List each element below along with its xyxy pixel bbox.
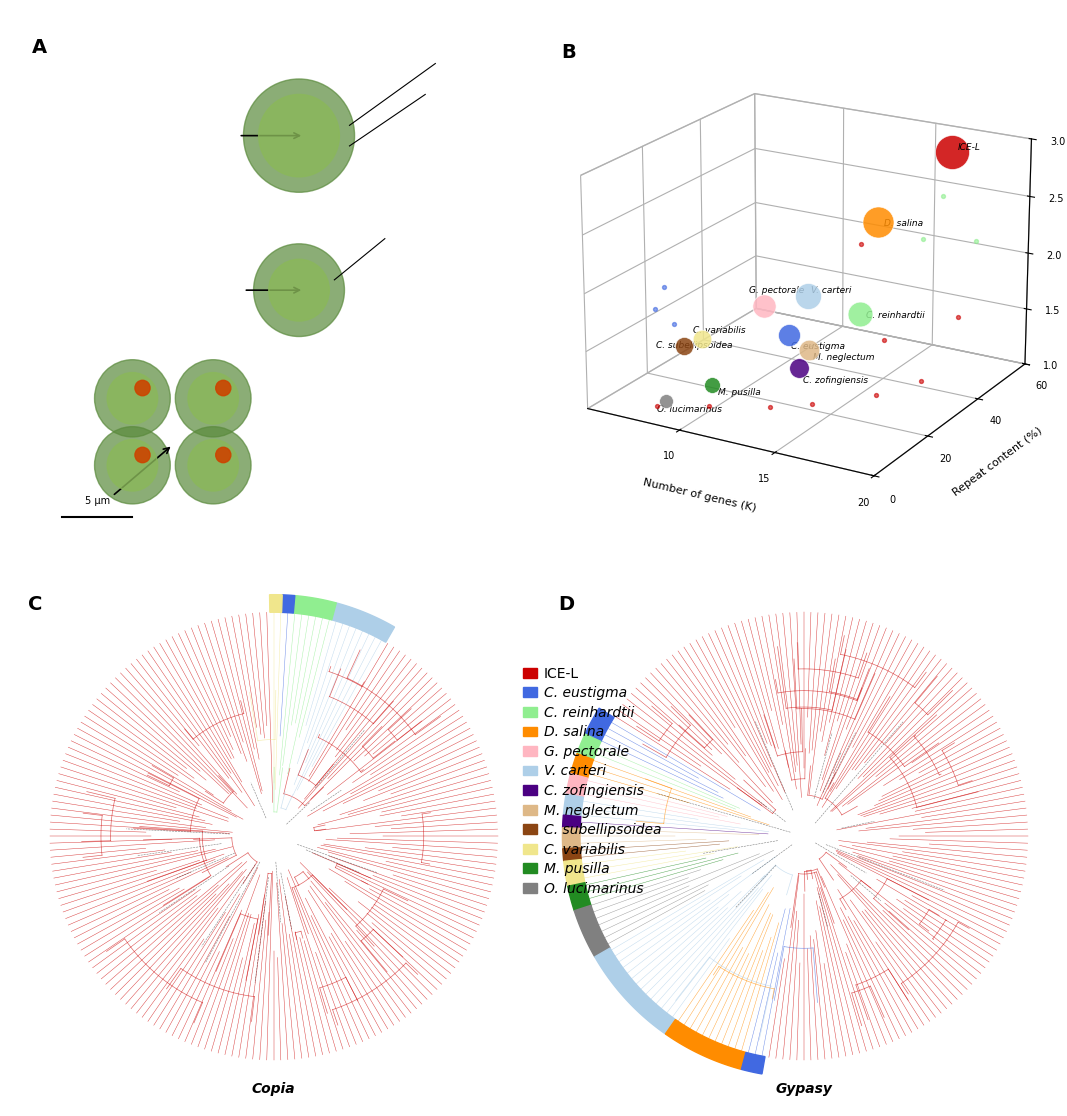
Ellipse shape — [243, 79, 354, 192]
Polygon shape — [577, 734, 601, 760]
Polygon shape — [270, 595, 282, 613]
Polygon shape — [562, 828, 580, 849]
Polygon shape — [585, 709, 614, 741]
Ellipse shape — [216, 381, 230, 396]
Ellipse shape — [134, 381, 150, 396]
X-axis label: Number of genes (K): Number of genes (K) — [642, 477, 758, 513]
Polygon shape — [282, 595, 294, 613]
Polygon shape — [567, 773, 588, 797]
Polygon shape — [742, 1052, 765, 1074]
Ellipse shape — [95, 426, 171, 504]
Text: C: C — [28, 595, 43, 614]
Polygon shape — [594, 949, 675, 1033]
Text: B: B — [561, 42, 576, 61]
Polygon shape — [332, 603, 395, 642]
Polygon shape — [568, 883, 591, 911]
Text: A: A — [31, 38, 47, 57]
Polygon shape — [563, 795, 584, 817]
Polygon shape — [562, 815, 580, 828]
Ellipse shape — [175, 359, 251, 437]
Polygon shape — [293, 596, 336, 619]
Polygon shape — [571, 753, 593, 778]
Ellipse shape — [188, 373, 238, 424]
Ellipse shape — [107, 373, 158, 424]
Polygon shape — [563, 859, 585, 886]
Text: Gypasy: Gypasy — [776, 1083, 832, 1096]
Polygon shape — [666, 1020, 746, 1069]
Text: Copia: Copia — [252, 1083, 296, 1096]
Ellipse shape — [95, 359, 171, 437]
Ellipse shape — [134, 448, 150, 463]
Y-axis label: Repeat content (%): Repeat content (%) — [951, 425, 1045, 499]
Ellipse shape — [269, 259, 330, 321]
Text: D: D — [558, 595, 574, 614]
Ellipse shape — [258, 95, 339, 176]
Legend: ICE-L, C. eustigma, C. reinhardtii, D. salina, G. pectorale, V. carteri, C. zofi: ICE-L, C. eustigma, C. reinhardtii, D. s… — [517, 661, 667, 902]
Polygon shape — [574, 905, 610, 956]
Polygon shape — [562, 848, 582, 862]
Ellipse shape — [216, 448, 230, 463]
Ellipse shape — [175, 426, 251, 504]
Text: 5 μm: 5 μm — [84, 497, 110, 507]
Ellipse shape — [107, 440, 158, 491]
Ellipse shape — [254, 243, 345, 337]
Ellipse shape — [188, 440, 238, 491]
